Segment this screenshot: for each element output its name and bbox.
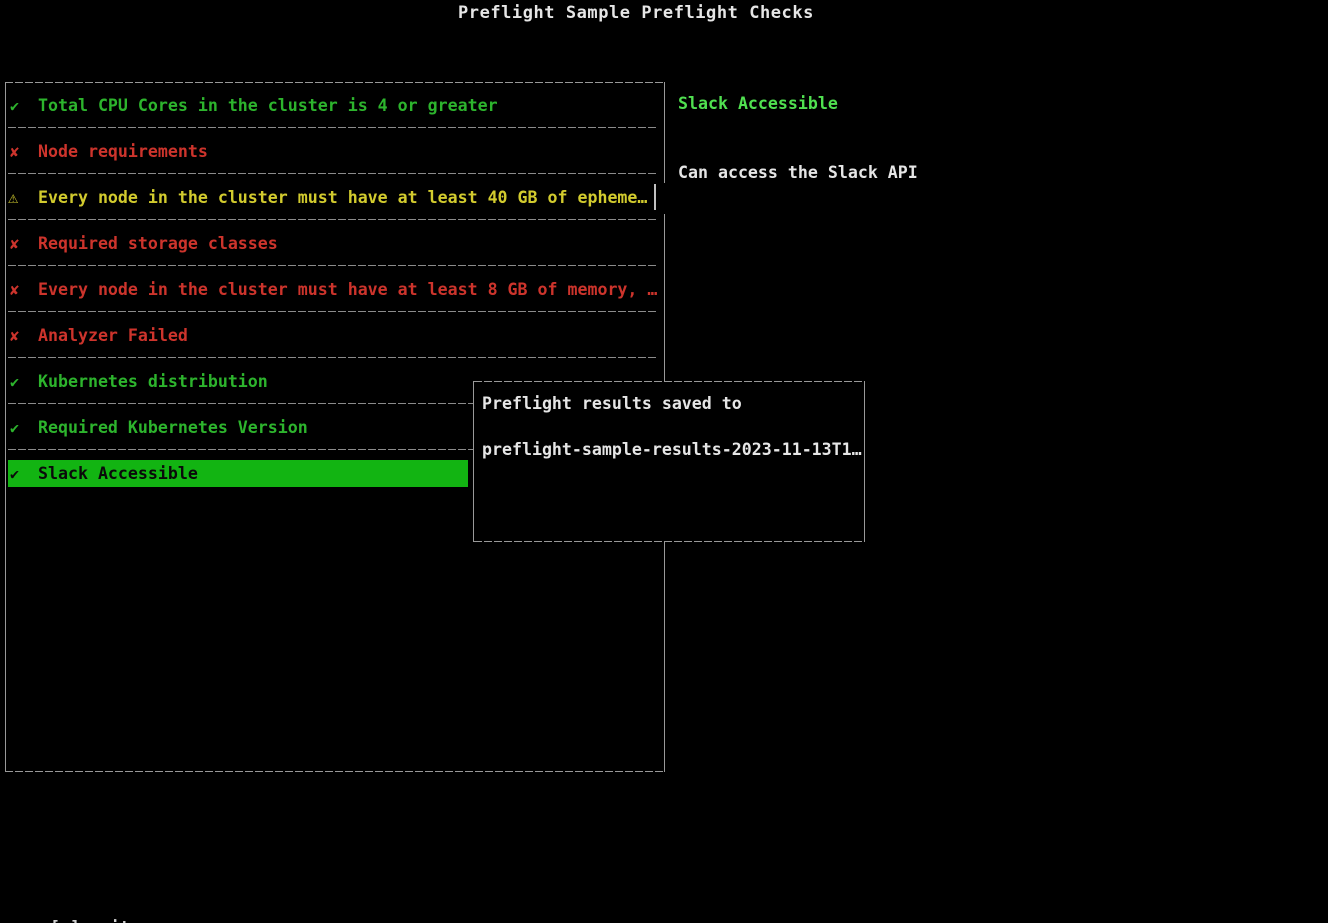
cross-icon: ✘ <box>10 142 20 161</box>
quit-key-hint[interactable]: [q] quit <box>50 918 130 923</box>
warning-icon: ⚠ <box>8 187 19 208</box>
check-row-node-memory[interactable]: ✘ Every node in the cluster must have at… <box>6 267 662 312</box>
check-label: Slack Accessible <box>38 464 198 483</box>
row-separator <box>8 265 658 266</box>
check-label: Every node in the cluster must have at l… <box>38 188 648 207</box>
check-row-k8s-version[interactable]: ✔ Required Kubernetes Version <box>6 405 662 450</box>
check-row-cpu-cores[interactable]: ✔ Total CPU Cores in the cluster is 4 or… <box>6 83 662 128</box>
row-separator <box>8 127 658 128</box>
check-label: Every node in the cluster must have at l… <box>38 280 658 299</box>
text-cursor <box>654 184 656 210</box>
cross-icon: ✘ <box>10 280 20 299</box>
row-separator <box>8 173 658 174</box>
row-separator <box>8 357 658 358</box>
detail-message: Can access the Slack API <box>678 163 918 182</box>
modal-border-bottom <box>474 541 864 542</box>
check-row-ephemeral-storage[interactable]: ⚠ Every node in the cluster must have at… <box>6 175 662 220</box>
check-icon: ✔ <box>10 96 20 115</box>
checks-list-border-left <box>5 82 6 772</box>
check-row-storage-classes[interactable]: ✘ Required storage classes <box>6 221 662 266</box>
row-separator <box>8 403 658 404</box>
check-row-k8s-distribution[interactable]: ✔ Kubernetes distribution <box>6 359 662 404</box>
check-icon: ✔ <box>10 372 20 391</box>
check-label: Required Kubernetes Version <box>38 418 308 437</box>
cross-icon: ✘ <box>10 326 20 345</box>
modal-border-top <box>474 381 864 382</box>
check-label: Required storage classes <box>38 234 278 253</box>
modal-filename: preflight-sample-results-2023-11-13T1… <box>482 440 862 459</box>
row-separator <box>8 311 658 312</box>
check-row-slack-accessible[interactable]: ✔ Slack Accessible <box>8 460 468 487</box>
checks-list-border-top <box>5 82 665 83</box>
row-separator <box>8 449 658 450</box>
check-label: Kubernetes distribution <box>38 372 268 391</box>
checks-list-border-right <box>664 82 665 183</box>
modal-message: Preflight results saved to <box>482 394 742 413</box>
check-row-analyzer-failed[interactable]: ✘ Analyzer Failed <box>6 313 662 358</box>
cross-icon: ✘ <box>10 234 20 253</box>
check-row-node-requirements[interactable]: ✘ Node requirements <box>6 129 662 174</box>
check-icon: ✔ <box>10 418 20 437</box>
status-bar: [q] quit [s] save [↑]↓][ scroll <box>10 899 220 923</box>
save-results-modal: Preflight results saved to preflight-sam… <box>473 381 865 542</box>
row-separator <box>8 219 658 220</box>
check-label: Analyzer Failed <box>38 326 188 345</box>
check-icon: ✔ <box>10 464 20 483</box>
detail-heading: Slack Accessible <box>678 94 838 113</box>
check-label: Total CPU Cores in the cluster is 4 or g… <box>38 96 498 115</box>
page-title: Preflight Sample Preflight Checks <box>458 3 814 23</box>
check-label: Node requirements <box>38 142 208 161</box>
checks-list-border-bottom <box>5 771 665 772</box>
